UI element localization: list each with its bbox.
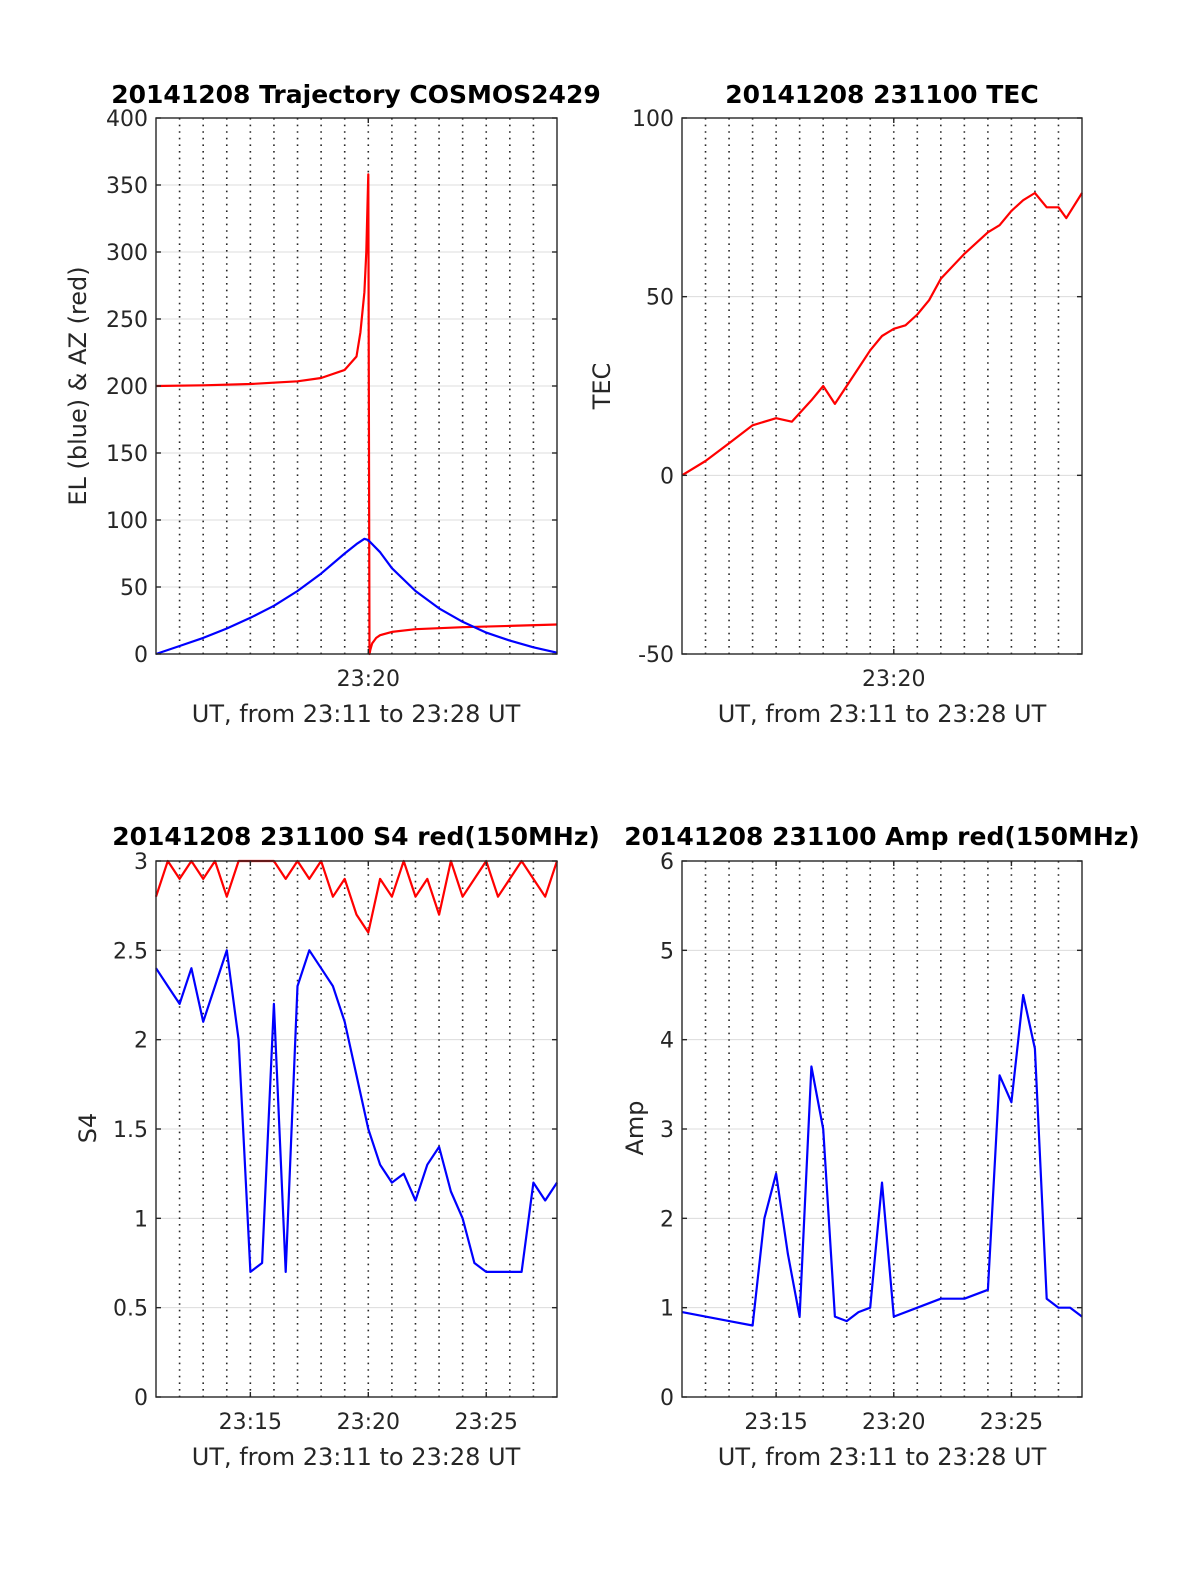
amp-ytick-label: 4: [660, 1029, 674, 1054]
tec-xtick-label: 23:20: [862, 667, 925, 692]
tec-xlabel: UT, from 23:11 to 23:28 UT: [718, 700, 1047, 728]
amp-ylabel: Amp: [621, 1100, 649, 1155]
s4-xtick-label: 23:20: [337, 1410, 400, 1435]
trajectory-ytick-label: 50: [120, 576, 148, 601]
s4-plot-area: 0 0.5 1 1.5 2 2.5 3 23:15 23:20 23:25: [113, 850, 559, 1435]
s4-xlabel: UT, from 23:11 to 23:28 UT: [192, 1443, 521, 1471]
tec-ytick-label: 0: [660, 464, 674, 489]
s4-ylabel: S4: [74, 1113, 102, 1144]
trajectory-plot-area: 0 50 100 150 200 250 300 350 400 23:20: [106, 107, 558, 692]
trajectory-xlabel: UT, from 23:11 to 23:28 UT: [192, 700, 521, 728]
amp-ytick-label: 1: [660, 1297, 674, 1322]
trajectory-series-1-line: [155, 537, 558, 656]
s4-series-1-line: [155, 949, 558, 1273]
trajectory-ytick-label: 150: [106, 442, 148, 467]
s4-xtick-label: 23:25: [455, 1410, 518, 1435]
tec-ylabel: TEC: [588, 363, 616, 411]
amp-ytick-label: 3: [660, 1118, 674, 1143]
s4-ytick-label: 2: [134, 1029, 148, 1054]
panel-trajectory: 20141208 Trajectory COSMOS2429 UT, from …: [64, 80, 601, 728]
panel-tec: 20141208 231100 TEC UT, from 23:11 to 23…: [588, 80, 1083, 728]
amp-ytick-label: 6: [660, 850, 674, 875]
s4-series-0-line: [154, 859, 559, 934]
trajectory-series-0-line: [155, 173, 558, 656]
s4-ytick-label: 3: [134, 850, 148, 875]
trajectory-xtick-label: 23:20: [337, 667, 400, 692]
s4-ytick-label: 0: [134, 1386, 148, 1411]
amp-xtick-label: 23:25: [980, 1410, 1043, 1435]
trajectory-ylabel: EL (blue) & AZ (red): [64, 266, 92, 505]
amp-series-0-line: [681, 993, 1083, 1327]
amp-ytick-label: 0: [660, 1386, 674, 1411]
s4-ytick-label: 1.5: [113, 1118, 148, 1143]
s4-xtick-label: 23:15: [219, 1410, 282, 1435]
panel-amp: 20141208 231100 Amp red(150MHz) UT, from…: [621, 822, 1140, 1471]
tec-plot-area: -50 0 50 100 23:20: [632, 107, 1083, 692]
tec-series-0-line: [681, 191, 1083, 477]
tec-ytick-label: 50: [646, 286, 674, 311]
trajectory-ytick-label: 0: [134, 643, 148, 668]
trajectory-title: 20141208 Trajectory COSMOS2429: [111, 80, 601, 109]
s4-ytick-label: 1: [134, 1207, 148, 1232]
s4-ytick-label: 0.5: [113, 1297, 148, 1322]
trajectory-ytick-label: 300: [106, 241, 148, 266]
panel-s4: 20141208 231100 S4 red(150MHz) UT, from …: [74, 822, 600, 1471]
amp-xtick-label: 23:15: [744, 1410, 807, 1435]
s4-ytick-label: 2.5: [113, 939, 148, 964]
trajectory-ytick-label: 350: [106, 174, 148, 199]
s4-title: 20141208 231100 S4 red(150MHz): [112, 822, 600, 851]
amp-ytick-label: 5: [660, 939, 674, 964]
amp-xlabel: UT, from 23:11 to 23:28 UT: [718, 1443, 1047, 1471]
tec-axes-box: [681, 117, 1083, 655]
trajectory-ytick-label: 200: [106, 375, 148, 400]
amp-title: 20141208 231100 Amp red(150MHz): [624, 822, 1140, 851]
amp-ytick-label: 2: [660, 1207, 674, 1232]
tec-ytick-label: 100: [632, 107, 674, 132]
trajectory-ytick-label: 250: [106, 308, 148, 333]
tec-ytick-label: -50: [638, 643, 674, 668]
amp-xtick-label: 23:20: [862, 1410, 925, 1435]
tec-title: 20141208 231100 TEC: [725, 80, 1038, 109]
amp-plot-area: 0 1 2 3 4 5 6 23:15 23:20 23:25: [660, 850, 1083, 1435]
trajectory-ytick-label: 100: [106, 509, 148, 534]
trajectory-ytick-label: 400: [106, 107, 148, 132]
